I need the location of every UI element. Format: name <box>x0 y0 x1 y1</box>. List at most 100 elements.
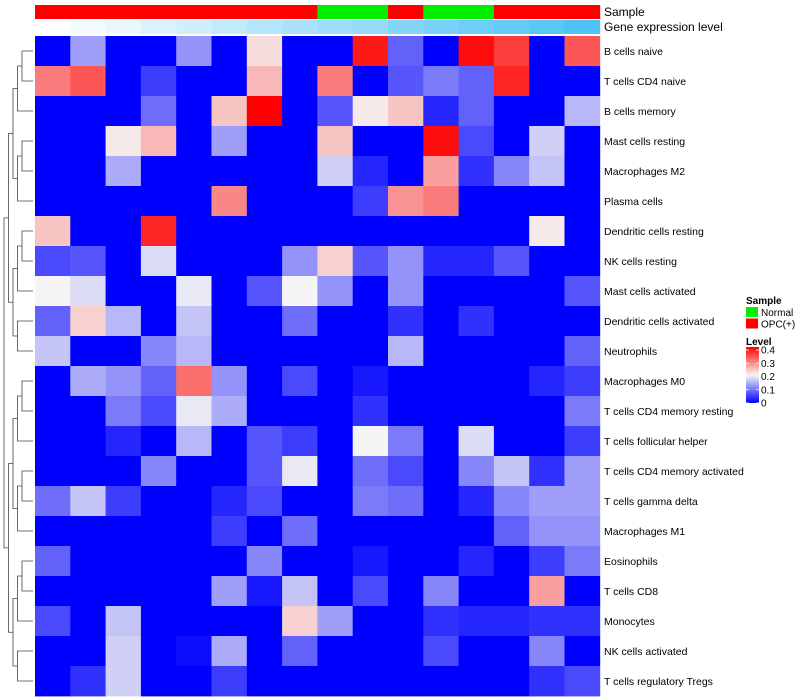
heatmap-cell <box>317 66 354 97</box>
heatmap-cell <box>352 426 389 457</box>
heatmap-cell <box>211 36 248 67</box>
heatmap-cell <box>140 156 177 187</box>
expression-annotation-cell <box>246 20 283 34</box>
heatmap-cell <box>211 516 248 547</box>
heatmap-cell <box>176 96 212 127</box>
heatmap-cell <box>493 96 530 127</box>
heatmap-cell <box>423 396 459 427</box>
heatmap-cell <box>352 246 389 277</box>
legend-level-title: Level <box>746 337 772 348</box>
heatmap-cell <box>211 456 248 487</box>
expression-annotation-cell <box>211 20 248 34</box>
heatmap-cell <box>35 576 71 607</box>
heatmap-cell <box>70 606 106 637</box>
heatmap-cell <box>70 306 106 337</box>
heatmap-cell <box>388 276 424 307</box>
heatmap-cell <box>246 306 283 337</box>
heatmap-cell <box>529 246 565 277</box>
heatmap-cell <box>282 216 318 247</box>
heatmap-cell <box>176 126 212 157</box>
expression-annotation-cell <box>70 20 106 34</box>
heatmap-cell <box>493 426 530 457</box>
heatmap-cell <box>388 636 424 667</box>
heatmap-cell <box>176 366 212 397</box>
heatmap-cell <box>529 336 565 367</box>
heatmap-cell <box>529 276 565 307</box>
heatmap-cell <box>564 216 601 247</box>
heatmap-cell <box>176 426 212 457</box>
heatmap-cell <box>105 96 142 127</box>
heatmap-cell <box>105 576 142 607</box>
row-label: Monocytes <box>604 616 655 628</box>
annotation-label-expression: Gene expression level <box>604 20 723 34</box>
heatmap-cell <box>317 516 354 547</box>
legend-level-tick: 0.3 <box>761 359 775 370</box>
heatmap-cell <box>388 216 424 247</box>
heatmap-cell <box>176 246 212 277</box>
heatmap-cell <box>70 96 106 127</box>
heatmap-cell <box>352 636 389 667</box>
heatmap-cell <box>564 306 601 337</box>
heatmap-cell <box>529 36 565 67</box>
heatmap-cell <box>388 96 424 127</box>
heatmap-cell <box>493 486 530 517</box>
dendrogram-branch <box>21 230 33 262</box>
heatmap-cell <box>564 576 601 607</box>
heatmap-cell <box>70 156 106 187</box>
heatmap-cell <box>564 606 601 637</box>
heatmap-cell <box>140 666 177 697</box>
heatmap-cell <box>105 156 142 187</box>
expression-annotation-cell <box>176 20 212 34</box>
dendrogram-branch <box>12 268 18 337</box>
heatmap-cell <box>176 396 212 427</box>
heatmap-cell <box>35 456 71 487</box>
sample-annotation-cell <box>246 5 283 19</box>
heatmap-cell <box>388 126 424 157</box>
expression-annotation-cell <box>352 20 389 34</box>
heatmap-cell <box>352 36 389 67</box>
row-label: Eosinophils <box>604 556 658 568</box>
heatmap-cell <box>246 336 283 367</box>
heatmap-cell <box>105 636 142 667</box>
heatmap-cell <box>458 66 495 97</box>
row-label: T cells CD8 <box>604 586 658 598</box>
heatmap-cell <box>211 276 248 307</box>
heatmap-cell <box>317 246 354 277</box>
row-labels: B cells naive T cells CD4 naive B cells me… <box>604 46 744 688</box>
expression-annotation-cell <box>140 20 177 34</box>
legend-level-tick: 0.4 <box>761 346 775 357</box>
heatmap-cell <box>35 546 71 577</box>
heatmap-cell <box>458 606 495 637</box>
heatmap-cell <box>246 396 283 427</box>
heatmap-cell <box>176 516 212 547</box>
heatmap-cell <box>140 246 177 277</box>
heatmap-cell <box>423 426 459 457</box>
heatmap-cell <box>423 216 459 247</box>
legend-swatch <box>746 318 758 329</box>
row-label: Mast cells resting <box>604 136 685 148</box>
heatmap-cell <box>140 546 177 577</box>
heatmap-cell <box>211 426 248 457</box>
heatmap-cell <box>423 576 459 607</box>
sample-annotation-cell <box>423 5 459 19</box>
heatmap-cell <box>35 426 71 457</box>
expression-annotation-cell <box>458 20 495 34</box>
heatmap-cell <box>458 546 495 577</box>
heatmap-cell <box>35 636 71 667</box>
heatmap-cell <box>140 216 177 247</box>
heatmap-cell <box>176 186 212 217</box>
heatmap-cell <box>564 246 601 277</box>
heatmap-cell <box>70 516 106 547</box>
heatmap-cell <box>246 216 283 247</box>
heatmap-cell <box>211 186 248 217</box>
heatmap-cell <box>423 96 459 127</box>
heatmap-cell <box>529 546 565 577</box>
heatmap-cell <box>176 576 212 607</box>
heatmap-cell <box>211 126 248 157</box>
row-label: Dendritic cells resting <box>604 226 704 238</box>
heatmap-cell <box>176 336 212 367</box>
heatmap-cell <box>105 66 142 97</box>
row-label: NK cells resting <box>604 256 677 268</box>
heatmap-cell <box>105 366 142 397</box>
expression-annotation-cell <box>105 20 142 34</box>
